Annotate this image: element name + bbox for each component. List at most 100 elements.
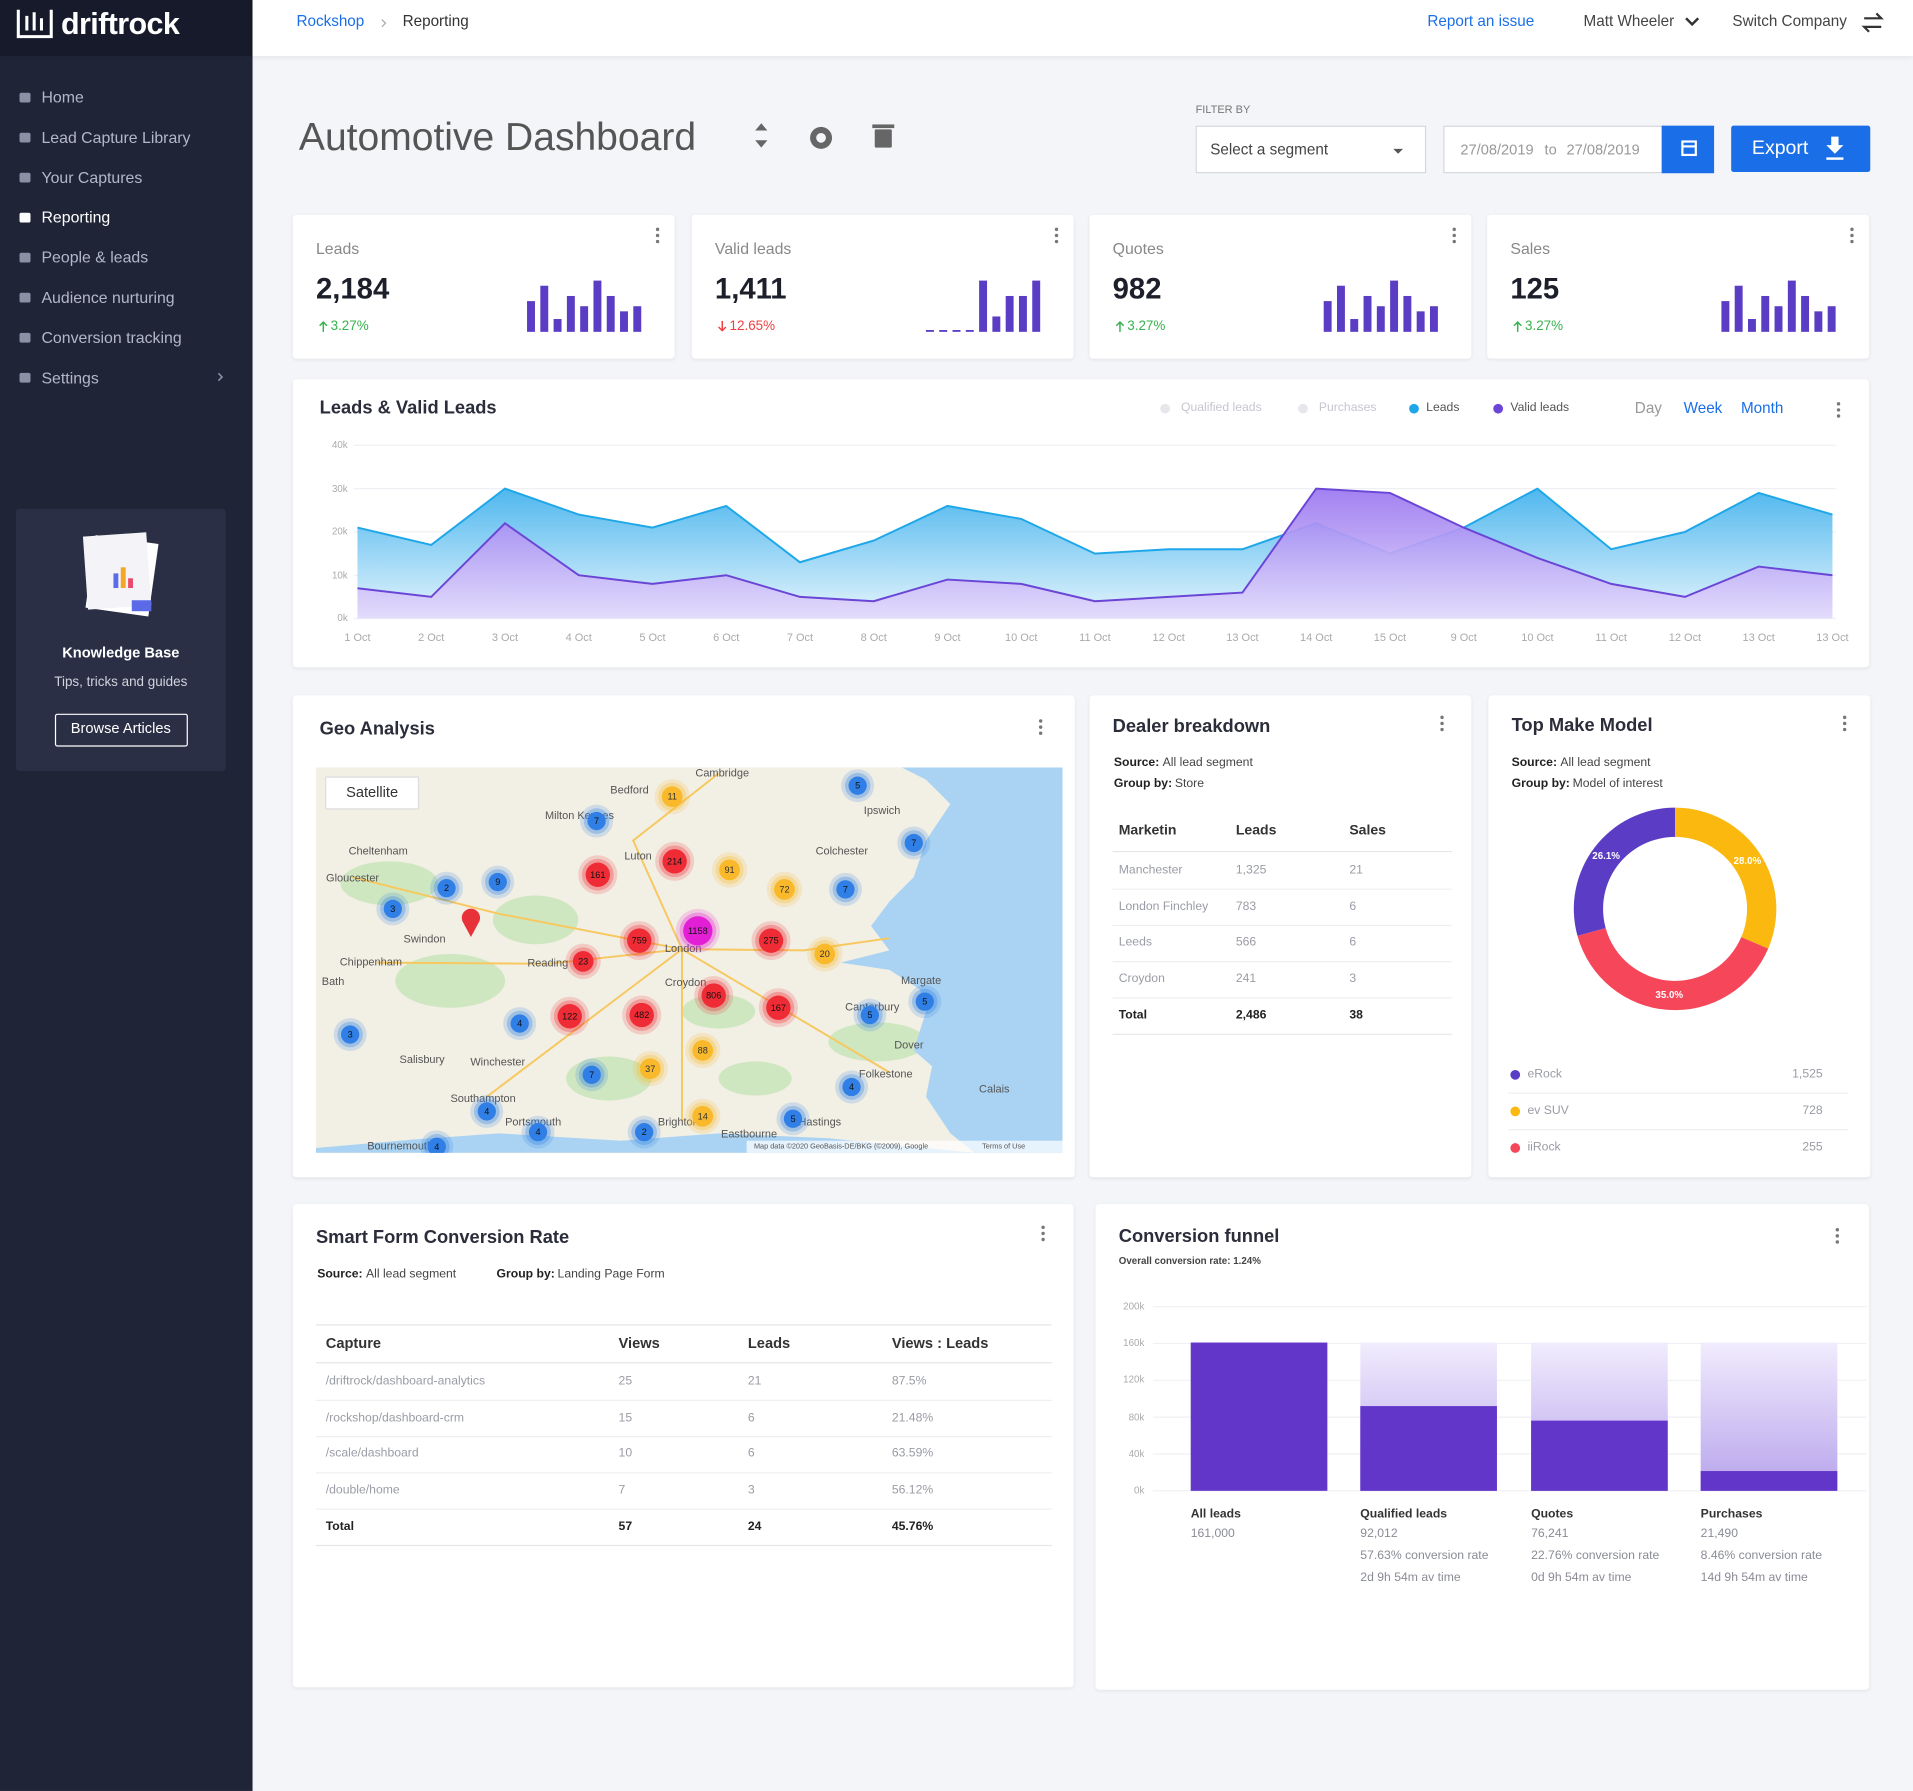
legend-label[interactable]: Qualified leads [1180, 401, 1262, 415]
spark-bar [1416, 311, 1425, 332]
nav-item[interactable]: Reporting [41, 208, 111, 227]
table-total: Total [325, 1519, 354, 1534]
table-header: Leads [1235, 823, 1277, 839]
topbar [252, 0, 1913, 57]
breadcrumb[interactable]: Rockshop [296, 12, 365, 30]
map-place: Colchester [816, 845, 869, 857]
kpi-change: 3.27% [330, 318, 369, 334]
cluster [587, 811, 606, 831]
nav-item[interactable]: Audience nurturing [41, 288, 175, 307]
cluster [477, 1102, 496, 1121]
card-title: Smart Form Conversion Rate [315, 1227, 570, 1249]
download-icon [1826, 136, 1844, 160]
attribution: Map data ©2020 GeoBasis-DE/BKG (©2009), … [754, 1142, 928, 1151]
period-toggle[interactable]: Day [1634, 399, 1662, 417]
nav-item[interactable]: Your Captures [41, 168, 143, 187]
nav-item[interactable]: Lead Capture Library [41, 128, 191, 147]
nav-item[interactable]: Conversion tracking [41, 328, 182, 347]
nav-item[interactable]: Home [41, 88, 84, 107]
cluster-count: 806 [706, 991, 721, 1001]
cluster-count: 5 [867, 1010, 872, 1020]
spark-bar [1323, 301, 1332, 332]
map-place: Cambridge [695, 767, 749, 779]
date-from: 27/08/2019 [1460, 141, 1534, 159]
map-road [376, 948, 683, 965]
cluster-count: 91 [724, 865, 734, 875]
attribution-bg [746, 1140, 1063, 1153]
date-range[interactable] [1443, 125, 1665, 174]
legend-label[interactable]: Leads [1426, 401, 1460, 415]
cluster-count: 7 [911, 838, 916, 848]
kb-button[interactable]: Browse Articles [70, 719, 171, 737]
browse-button[interactable] [54, 713, 188, 747]
x-tick-label: 5 Oct [639, 631, 666, 644]
table-cell: 56.12% [891, 1483, 934, 1498]
slice-label: 28.0% [1734, 856, 1762, 867]
kpi-value: 982 [1112, 272, 1162, 306]
user-menu[interactable]: Matt Wheeler [1583, 12, 1675, 30]
cluster [639, 1058, 661, 1080]
menu-dot [1041, 1225, 1045, 1230]
table-cell: 3 [747, 1483, 755, 1498]
switch-company[interactable]: Switch Company [1732, 12, 1847, 30]
legend-label[interactable]: Purchases [1318, 401, 1377, 415]
calendar-button[interactable] [1661, 125, 1715, 174]
table-cell: 566 [1235, 936, 1257, 950]
satellite-button [325, 776, 420, 810]
group-value: Landing Page Form [557, 1267, 665, 1281]
nav-item[interactable]: Settings [41, 368, 99, 387]
table-cell: 6 [747, 1447, 755, 1461]
map-place: Swindon [404, 933, 446, 945]
stage-name: Purchases [1700, 1507, 1763, 1522]
nav-icon [19, 172, 31, 183]
stage-time: 2d 9h 54m av time [1360, 1571, 1461, 1585]
cluster [701, 983, 726, 1008]
spark-bar [1787, 280, 1796, 332]
x-tick-label: 3 Oct [491, 631, 519, 644]
legend-dot [1160, 403, 1170, 414]
map-place: Calais [979, 1083, 1010, 1095]
spark-bar [1734, 285, 1743, 332]
cluster-count: 37 [645, 1064, 655, 1074]
table-header: Sales [1349, 823, 1386, 839]
table-total: 38 [1349, 1008, 1363, 1023]
trend-arrow [319, 321, 328, 332]
table-cell: /rockshop/dashboard-crm [325, 1411, 465, 1425]
legend-label[interactable]: ev SUV [1527, 1104, 1569, 1118]
period-toggle[interactable]: Month [1740, 399, 1784, 417]
export-text[interactable]: Export [1751, 138, 1809, 160]
table-cell: 6 [1349, 936, 1357, 950]
legend-label[interactable]: iiRock [1527, 1140, 1561, 1155]
nav-item[interactable]: People & leads [41, 248, 149, 267]
switch-icon [1861, 12, 1884, 33]
cluster [904, 833, 923, 853]
map-place: Folkestone [859, 1069, 913, 1081]
table-total: 24 [747, 1519, 762, 1534]
x-tick-label: 4 Oct [565, 631, 592, 644]
cluster [510, 1014, 529, 1033]
export-button[interactable] [1731, 125, 1871, 173]
menu-dot [655, 239, 660, 244]
period-toggle[interactable]: Week [1683, 399, 1723, 417]
stage-rate: 8.46% conversion rate [1700, 1549, 1823, 1563]
spark-bar [992, 316, 1001, 332]
cluster [488, 872, 507, 892]
map-place: Luton [624, 850, 651, 862]
menu-dot [1054, 227, 1059, 232]
x-tick-label: 10 Oct [1005, 631, 1038, 644]
menu-dot [1038, 719, 1043, 723]
spark-bar [606, 295, 615, 332]
card-title: Conversion funnel [1118, 1226, 1280, 1247]
report-link[interactable]: Report an issue [1427, 12, 1535, 30]
segment-select[interactable] [1195, 125, 1427, 174]
legend-label[interactable]: eRock [1527, 1067, 1563, 1081]
segment-text[interactable]: Select a segment [1210, 140, 1329, 158]
table-header: Leads [747, 1334, 791, 1352]
table-header: Marketin [1118, 823, 1177, 839]
slice-label: 35.0% [1655, 990, 1683, 1001]
legend-label[interactable]: Valid leads [1510, 401, 1570, 415]
slice-label: 26.1% [1592, 851, 1620, 862]
table-cell: 241 [1235, 972, 1257, 986]
cluster [528, 1123, 548, 1142]
